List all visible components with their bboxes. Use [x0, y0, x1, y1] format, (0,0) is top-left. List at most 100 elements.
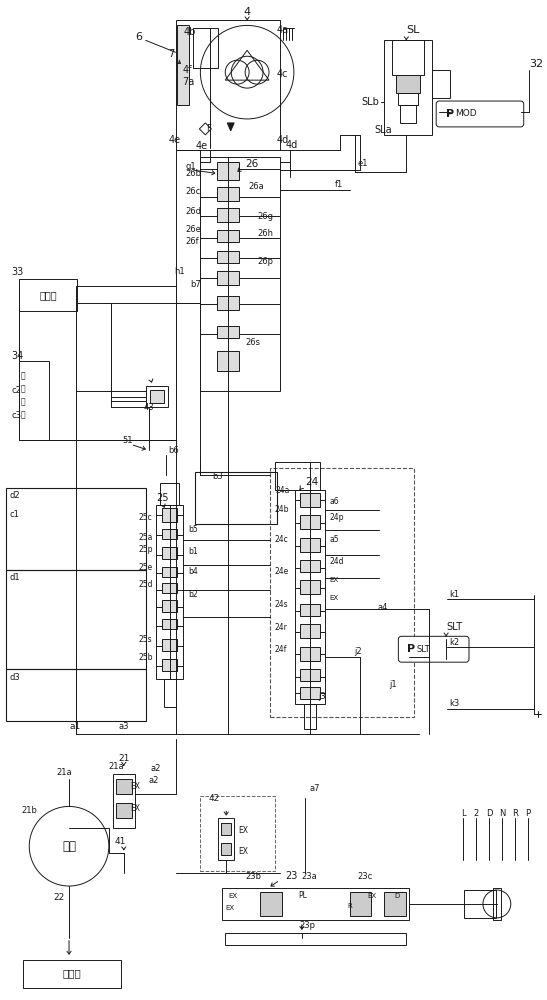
Bar: [300, 687, 320, 699]
Text: c1: c1: [9, 510, 19, 519]
Text: 24b: 24b: [275, 505, 289, 514]
Bar: [177, 25, 189, 105]
Text: EX: EX: [228, 893, 237, 899]
Bar: [275, 462, 320, 490]
Bar: [217, 271, 239, 285]
Text: 24e: 24e: [275, 567, 289, 576]
Bar: [432, 70, 450, 98]
Text: 42: 42: [208, 794, 219, 803]
Bar: [217, 296, 239, 310]
Bar: [146, 386, 167, 407]
Text: 24f: 24f: [275, 645, 287, 654]
Text: 26d: 26d: [185, 207, 201, 216]
Text: b3: b3: [212, 472, 223, 481]
Text: 51: 51: [123, 436, 133, 445]
Text: c3: c3: [11, 411, 21, 420]
Text: k2: k2: [449, 638, 459, 647]
Text: 23: 23: [285, 871, 298, 881]
Text: b5: b5: [188, 525, 198, 534]
Text: 25d: 25d: [139, 580, 153, 589]
Text: 24s: 24s: [275, 600, 289, 609]
Text: SL: SL: [406, 25, 420, 35]
Bar: [7, 488, 146, 570]
Text: a1: a1: [69, 722, 80, 731]
Text: EX: EX: [330, 577, 339, 583]
Text: b1: b1: [188, 547, 198, 556]
Text: 24c: 24c: [275, 535, 289, 544]
Bar: [300, 580, 320, 594]
Text: 25b: 25b: [139, 653, 153, 662]
Text: 21a: 21a: [56, 768, 72, 777]
Text: 26s: 26s: [245, 338, 260, 347]
Text: j2: j2: [354, 647, 362, 656]
Text: 21a: 21a: [109, 762, 125, 771]
Text: 23c: 23c: [358, 872, 373, 881]
Bar: [217, 187, 239, 201]
Text: SLa: SLa: [375, 125, 392, 135]
Text: 26p: 26p: [257, 257, 273, 266]
Bar: [300, 604, 320, 616]
Text: d2: d2: [9, 491, 20, 500]
Bar: [270, 468, 414, 717]
Bar: [217, 230, 239, 242]
Text: j1: j1: [389, 680, 397, 689]
Text: SLb: SLb: [362, 97, 380, 107]
Text: a5: a5: [330, 535, 339, 544]
Text: 4e: 4e: [168, 135, 181, 145]
Text: 33: 33: [11, 267, 24, 277]
Text: 油泵: 油泵: [62, 840, 76, 853]
Text: 25p: 25p: [139, 545, 153, 554]
Text: N: N: [499, 809, 505, 818]
Text: D: D: [486, 809, 492, 818]
Text: f1: f1: [335, 180, 343, 189]
Text: SLT: SLT: [416, 645, 430, 654]
Bar: [398, 93, 418, 105]
Text: 油: 油: [21, 397, 26, 406]
Bar: [7, 669, 146, 721]
Text: 25c: 25c: [139, 513, 153, 522]
Bar: [116, 779, 132, 794]
Text: 23a: 23a: [302, 872, 318, 881]
Text: L: L: [461, 809, 465, 818]
Text: 4b: 4b: [183, 27, 196, 37]
Text: D: D: [394, 893, 400, 899]
Text: 4d: 4d: [286, 140, 298, 150]
Text: 43: 43: [144, 403, 154, 412]
Bar: [304, 704, 316, 729]
Bar: [116, 803, 132, 818]
Text: 25e: 25e: [139, 563, 153, 572]
Text: a7: a7: [310, 784, 321, 793]
Bar: [260, 892, 282, 916]
Text: F: F: [206, 124, 211, 133]
Text: 4f: 4f: [183, 65, 192, 75]
Text: 7: 7: [168, 49, 175, 59]
Text: a4: a4: [377, 603, 388, 612]
Bar: [392, 40, 424, 75]
Text: 26f: 26f: [185, 237, 199, 246]
Text: k3: k3: [449, 699, 459, 708]
Bar: [113, 774, 135, 828]
Text: EX: EX: [131, 782, 141, 791]
Text: 26e: 26e: [185, 225, 201, 234]
Text: P: P: [525, 809, 530, 818]
Bar: [218, 818, 234, 860]
Bar: [300, 560, 320, 572]
Text: 26b: 26b: [185, 169, 201, 178]
Text: 34: 34: [11, 351, 24, 361]
Text: h1: h1: [174, 267, 185, 276]
Text: d1: d1: [9, 573, 20, 582]
Text: 26h: 26h: [257, 229, 273, 238]
Text: 24: 24: [305, 477, 318, 487]
Bar: [385, 40, 432, 135]
Text: P: P: [446, 109, 454, 119]
Bar: [300, 647, 320, 661]
Bar: [385, 892, 406, 916]
Bar: [161, 547, 177, 559]
Text: EX: EX: [368, 893, 377, 899]
Bar: [295, 490, 325, 704]
Text: 路: 路: [21, 410, 26, 419]
Text: 23b: 23b: [245, 872, 261, 881]
Text: 26: 26: [245, 159, 258, 169]
Bar: [300, 515, 320, 529]
Text: R: R: [348, 903, 352, 909]
